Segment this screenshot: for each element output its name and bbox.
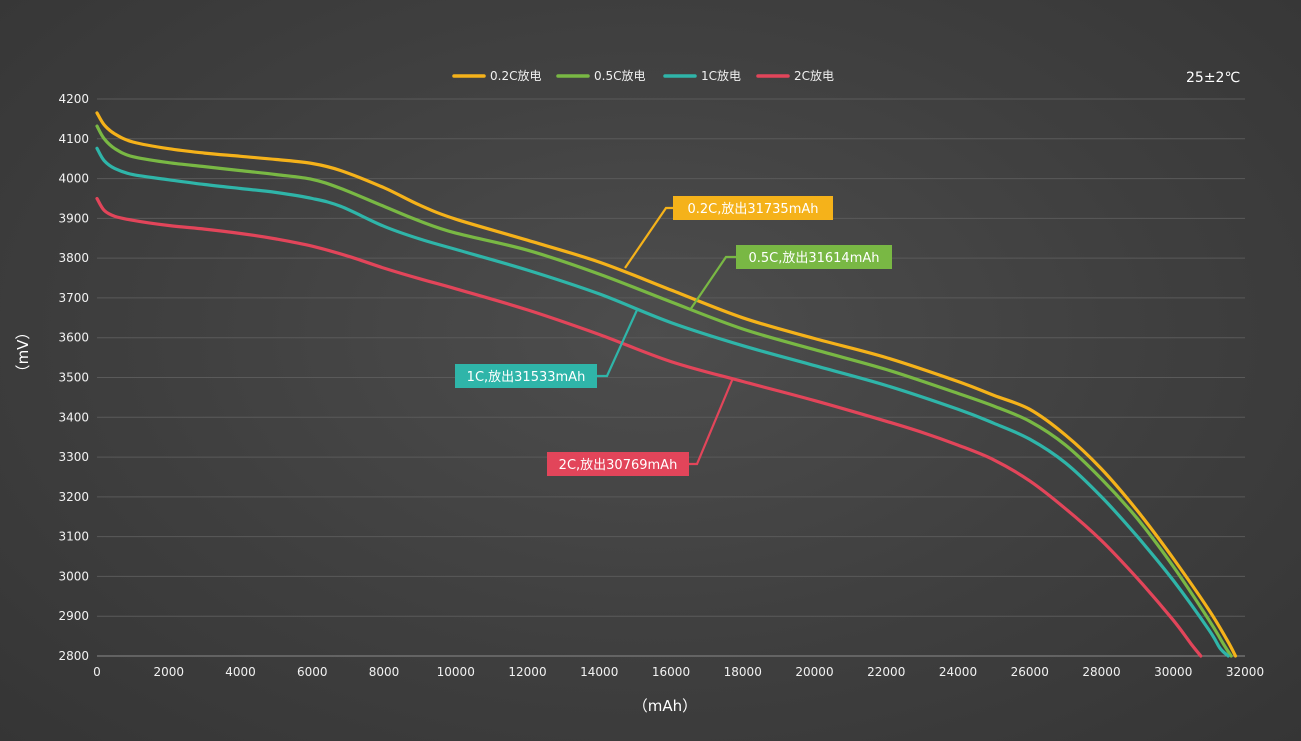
x-tick-label: 0 xyxy=(93,665,101,679)
annotation-label-2: 1C,放出31533mAh xyxy=(467,370,586,385)
y-tick-label: 3700 xyxy=(58,291,89,305)
y-tick-label: 2800 xyxy=(58,649,89,663)
y-tick-label: 3800 xyxy=(58,251,89,265)
y-tick-label: 3400 xyxy=(58,410,89,424)
x-tick-label: 2000 xyxy=(153,665,184,679)
y-tick-label: 3000 xyxy=(58,569,89,583)
x-axis-title: （mAh） xyxy=(633,697,697,715)
x-tick-label: 20000 xyxy=(795,665,833,679)
annotation-label-1: 0.5C,放出31614mAh xyxy=(748,251,879,266)
y-tick-label: 4200 xyxy=(58,92,89,106)
annotation-leader-3 xyxy=(689,377,735,466)
series-line-0 xyxy=(95,111,1238,658)
series-line-2 xyxy=(95,146,1230,658)
x-tick-label: 22000 xyxy=(867,665,905,679)
annotation-label-0: 0.2C,放出31735mAh xyxy=(687,202,818,217)
x-tick-label: 18000 xyxy=(724,665,762,679)
legend-label-2: 1C放电 xyxy=(701,68,741,83)
x-tick-label: 6000 xyxy=(297,665,328,679)
temperature-note: 25±2℃ xyxy=(1186,70,1240,86)
y-tick-label: 4000 xyxy=(58,172,89,186)
legend-label-0: 0.2C放电 xyxy=(490,68,541,83)
x-tick-label: 8000 xyxy=(369,665,400,679)
y-tick-label: 3200 xyxy=(58,490,89,504)
annotation-leader-2 xyxy=(597,309,639,378)
legend-label-3: 2C放电 xyxy=(794,68,834,83)
annotation-label-3: 2C,放出30769mAh xyxy=(559,458,678,473)
x-tick-label: 24000 xyxy=(939,665,977,679)
y-axis-title: （mV） xyxy=(14,325,32,380)
y-tick-label: 3300 xyxy=(58,450,89,464)
annotation-leader-0 xyxy=(624,206,673,269)
series-line-3 xyxy=(95,196,1203,658)
y-tick-label: 2900 xyxy=(58,609,89,623)
x-tick-label: 26000 xyxy=(1011,665,1049,679)
y-tick-label: 3100 xyxy=(58,530,89,544)
annotation-box-2 xyxy=(455,364,597,388)
x-tick-label: 30000 xyxy=(1154,665,1192,679)
x-tick-label: 14000 xyxy=(580,665,618,679)
legend: 0.2C放电 0.5C放电 1C放电 2C放电 xyxy=(452,68,834,83)
y-tick-labels: 4200 4100 4000 3900 3800 3700 3600 3500 3400 3300… xyxy=(58,92,89,663)
x-tick-label: 16000 xyxy=(652,665,690,679)
annotation-box-0 xyxy=(673,196,833,220)
y-tick-label: 3500 xyxy=(58,371,89,385)
annotation-leader-1 xyxy=(689,255,736,311)
x-tick-label: 12000 xyxy=(508,665,546,679)
legend-label-1: 0.5C放电 xyxy=(594,68,645,83)
x-tick-label: 4000 xyxy=(225,665,256,679)
x-tick-label: 10000 xyxy=(437,665,475,679)
x-tick-label: 28000 xyxy=(1082,665,1120,679)
y-tick-label: 3900 xyxy=(58,211,89,225)
annotation-box-3 xyxy=(547,452,689,476)
grid-lines xyxy=(97,98,1245,657)
series-lines xyxy=(95,111,1238,658)
y-tick-label: 3600 xyxy=(58,331,89,345)
annotation-box-1 xyxy=(736,245,892,269)
series-annotations: 0.2C,放出31735mAh 0.5C,放出31614mAh 1C,放出31533… xyxy=(455,196,892,476)
x-tick-labels: 0 2000 4000 6000 8000 10000 12000 14000 16000 180… xyxy=(93,665,1264,679)
y-tick-label: 4100 xyxy=(58,132,89,146)
series-line-1 xyxy=(95,124,1233,658)
x-tick-label: 32000 xyxy=(1226,665,1264,679)
